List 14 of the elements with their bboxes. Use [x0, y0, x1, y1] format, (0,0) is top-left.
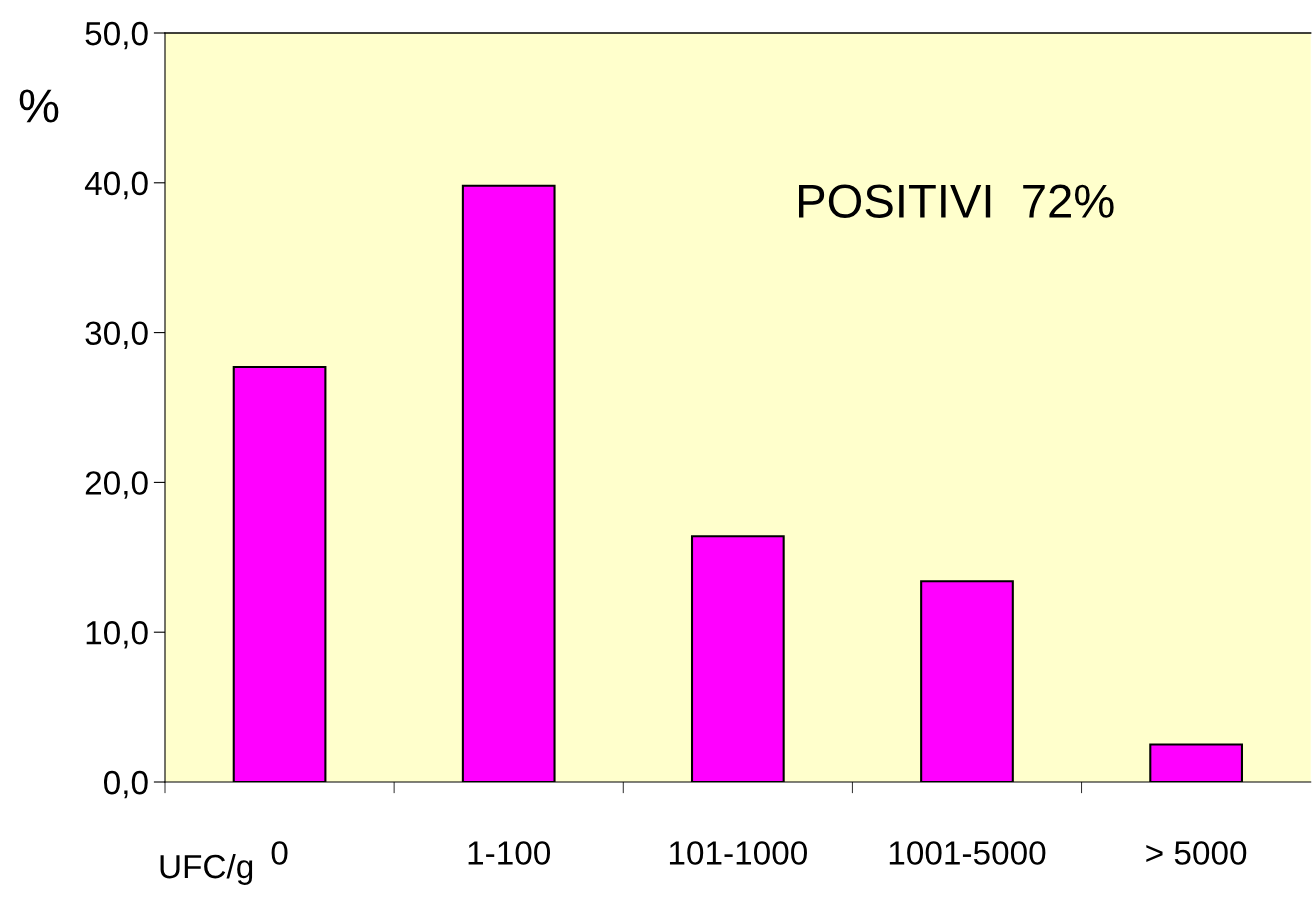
y-tick-label: 40,0 [84, 171, 148, 200]
x-tick-label: 101-1000 [669, 841, 807, 865]
y-tick-label: 0,0 [104, 770, 148, 799]
x-tick-label: > 5000 [1146, 841, 1247, 865]
y-tick-label: 30,0 [85, 321, 148, 349]
annotation: POSITIVI 72% [799, 184, 1114, 218]
x-axis-title: UFC/g [160, 853, 253, 885]
x-tick-label: 1001-5000 [889, 841, 1046, 865]
y-tick-label: 10,0 [86, 621, 148, 649]
y-tick-label: 20,0 [85, 471, 148, 499]
y-axis-title: % [19, 89, 59, 123]
x-tick-label: 1-100 [468, 841, 551, 865]
x-tick-label: 0 [271, 841, 288, 865]
y-tick-label: 50,0 [85, 21, 148, 50]
